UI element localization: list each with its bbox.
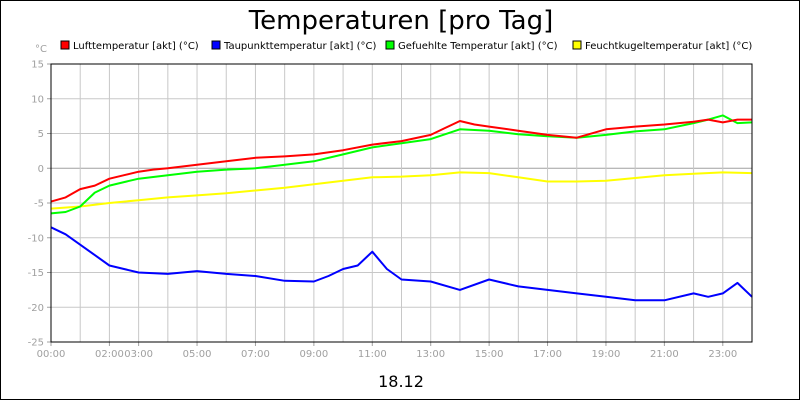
series-line-2 <box>50 114 753 215</box>
x-tick-label: 02:00 <box>95 349 124 360</box>
y-tick-label: -15 <box>28 268 44 279</box>
legend-swatch <box>385 40 395 50</box>
x-tick-label: 07:00 <box>241 349 270 360</box>
x-tick-label: 15:00 <box>475 349 504 360</box>
y-axis-ticks: 15 10 5 0 -5 -10 -15 -20 -25 <box>28 60 51 349</box>
y-tick-label: -5 <box>34 199 44 210</box>
x-tick-label: 00:00 <box>37 349 66 360</box>
x-tick-label: 21:00 <box>650 349 679 360</box>
legend-label: Taupunkttemperatur [akt] (°C) <box>223 41 376 52</box>
x-axis-ticks: 00:00 02:00 03:00 05:00 07:00 09:00 11:00 13:00… <box>37 342 737 360</box>
plot-border <box>50 63 753 343</box>
x-tick-label: 03:00 <box>124 349 153 360</box>
series-line-1 <box>50 226 753 302</box>
y-tick-label: -25 <box>28 338 44 349</box>
legend-label: Feuchtkugeltemperatur [akt] (°C) <box>585 41 752 52</box>
y-tick-label: -20 <box>28 303 44 314</box>
date-label: 18.12 <box>378 372 424 391</box>
x-tick-label: 23:00 <box>708 349 737 360</box>
legend-label: Lufttemperatur [akt] (°C) <box>73 41 199 52</box>
y-tick-label: -10 <box>28 233 44 244</box>
x-tick-label: 09:00 <box>299 349 328 360</box>
y-tick-label: 0 <box>38 164 44 175</box>
series-line-0 <box>50 118 752 203</box>
x-tick-label: 17:00 <box>533 349 562 360</box>
x-tick-label: 19:00 <box>592 349 621 360</box>
legend-label: Gefuehlte Temperatur [akt] (°C) <box>398 41 558 52</box>
legend-swatch <box>60 40 70 50</box>
x-tick-label: 13:00 <box>416 349 445 360</box>
legend-swatch <box>572 40 582 50</box>
legend-swatch <box>211 40 221 50</box>
y-axis-unit-label: °C <box>35 44 47 55</box>
x-tick-label: 05:00 <box>183 349 212 360</box>
chart-legend: Lufttemperatur [akt] (°C) Taupunkttempera… <box>60 40 752 52</box>
y-tick-label: 10 <box>31 94 44 105</box>
x-tick-label: 11:00 <box>358 349 387 360</box>
y-tick-label: 15 <box>31 60 44 71</box>
y-tick-label: 5 <box>38 129 44 140</box>
series-line-3 <box>50 171 753 210</box>
chart-title: Temperaturen [pro Tag] <box>248 6 554 36</box>
series-lines <box>50 114 753 302</box>
